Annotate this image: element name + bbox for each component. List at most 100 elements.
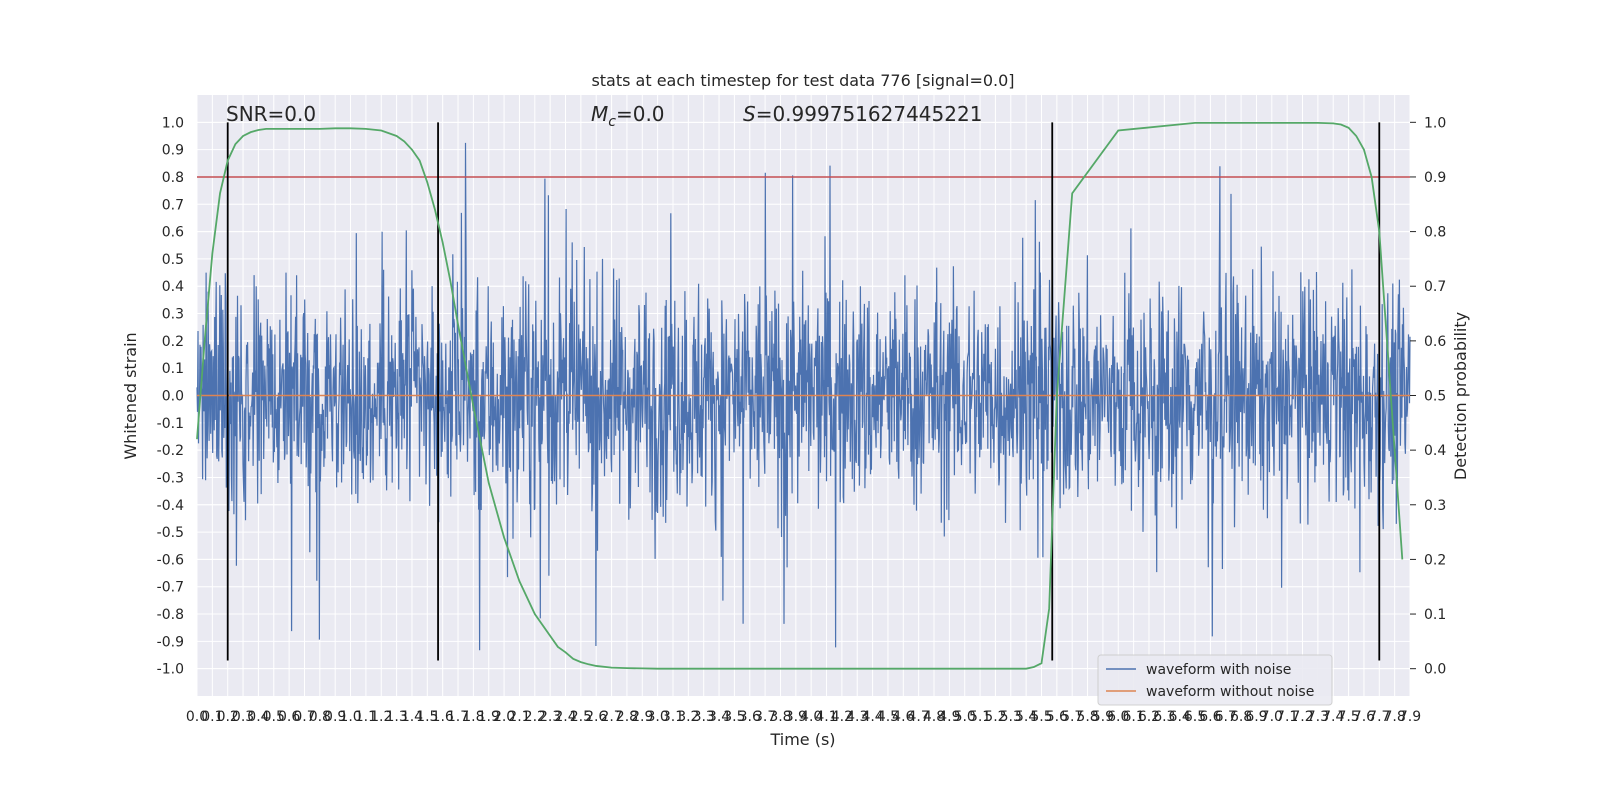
x-tick-label: 3.4: [708, 709, 730, 725]
boundary-markers: [226, 122, 1381, 661]
x-tick-label: 1.6: [432, 709, 454, 725]
x-tick-label: 3.3: [693, 709, 715, 725]
x-tick-label: 6.9: [1245, 709, 1267, 725]
x-tick-label: 0.1: [201, 709, 223, 725]
x-tick-label: 5.1: [969, 709, 991, 725]
y2-tick-label: 0.6: [1424, 334, 1446, 350]
x-tick-label: 3.0: [647, 709, 669, 725]
y-tick-label: -0.3: [157, 470, 184, 486]
x-tick-label: 5.9: [1092, 709, 1114, 725]
x-tick-label: 7.0: [1261, 709, 1283, 725]
y2-tick-label: 0.2: [1424, 552, 1446, 568]
x-tick-label: 3.9: [785, 709, 807, 725]
y-tick-label: 0.2: [162, 334, 184, 350]
x-tick-label: 0.3: [232, 709, 254, 725]
x-tick-label: 1.0: [339, 709, 361, 725]
x-tick-label: 2.6: [585, 709, 607, 725]
x-tick-label: 6.0: [1107, 709, 1129, 725]
x-tick-label: 4.1: [815, 709, 837, 725]
y-axis-ticks: -1.0 -0.9 -0.8 -0.7 -0.6 -0.5 -0.4 -0.3 -0.2 -0.1…: [157, 115, 184, 677]
x-tick-label: 5.5: [1030, 709, 1052, 725]
x-tick-label: 3.8: [769, 709, 791, 725]
x-tick-label: 5.6: [1046, 709, 1068, 725]
x-tick-label: 7.5: [1337, 709, 1359, 725]
y-tick-label: 0.8: [162, 170, 184, 186]
s-annotation: S=0.999751627445221: [743, 102, 982, 126]
x-tick-label: 5.3: [1000, 709, 1022, 725]
x-tick-label: 6.1: [1122, 709, 1144, 725]
waveform-with-noise-series: [196, 142, 1411, 651]
y-tick-label: 0.9: [162, 143, 184, 159]
y-tick-label: -0.8: [157, 607, 184, 623]
y2-tick-label: 0.9: [1424, 170, 1446, 186]
y-tick-label: 0.1: [162, 361, 184, 377]
noise-trace: [196, 142, 1411, 651]
y2-tick-label: 0.4: [1424, 443, 1446, 459]
x-tick-label: 3.7: [754, 709, 776, 725]
x-tick-label: 2.9: [631, 709, 653, 725]
x-tick-label: 0.6: [278, 709, 300, 725]
snr-annotation: SNR=0.0: [226, 102, 316, 126]
legend-label-clean: waveform without noise: [1146, 684, 1314, 700]
x-tick-label: 2.2: [524, 709, 546, 725]
y2-tick-label: 0.0: [1424, 662, 1446, 678]
y-tick-label: -0.7: [157, 580, 184, 596]
x-tick-label: 4.0: [800, 709, 822, 725]
x-tick-label: 7.6: [1353, 709, 1375, 725]
x-tick-label: 1.3: [385, 709, 407, 725]
y-axis-label: Whitened strain: [121, 332, 140, 459]
y2-axis-ticks: 0.0 0.1 0.2 0.3 0.4 0.5 0.6 0.7 0.8 0.9 1.0: [1410, 115, 1446, 678]
y2-tick-label: 0.1: [1424, 607, 1446, 623]
s-symbol: S: [743, 102, 756, 126]
x-tick-label: 3.1: [662, 709, 684, 725]
x-tick-label: 7.8: [1384, 709, 1406, 725]
x-tick-label: 5.4: [1015, 709, 1037, 725]
x-tick-label: 0.5: [263, 709, 285, 725]
x-tick-label: 0.8: [309, 709, 331, 725]
y-tick-label: -0.6: [157, 552, 184, 568]
y-tick-label: -0.4: [157, 498, 184, 514]
x-tick-label: 5.0: [954, 709, 976, 725]
x-tick-label: 4.6: [892, 709, 914, 725]
x-tick-label: 2.4: [554, 709, 576, 725]
x-tick-label: 4.9: [938, 709, 960, 725]
legend-label-noise: waveform with noise: [1146, 662, 1291, 678]
x-tick-label: 2.1: [508, 709, 530, 725]
x-tick-label: 6.6: [1199, 709, 1221, 725]
x-tick-label: 1.5: [416, 709, 438, 725]
x-tick-label: 4.3: [846, 709, 868, 725]
s-value: =0.999751627445221: [756, 102, 983, 126]
y-tick-label: -0.2: [157, 443, 184, 459]
x-tick-label: 6.7: [1215, 709, 1237, 725]
x-tick-label: 6.3: [1153, 709, 1175, 725]
y2-tick-label: 0.5: [1424, 389, 1446, 405]
x-tick-label: 1.4: [401, 709, 423, 725]
y-tick-label: -0.9: [157, 634, 184, 650]
y-tick-label: 0.4: [162, 279, 184, 295]
x-tick-label: 0.4: [247, 709, 269, 725]
y2-tick-label: 1.0: [1424, 115, 1446, 131]
mc-value: =0.0: [616, 102, 665, 126]
y-tick-label: 1.0: [162, 115, 184, 131]
y-tick-label: 0.3: [162, 307, 184, 323]
y-tick-label: -1.0: [157, 662, 184, 678]
probability-trace: [196, 121, 1404, 670]
y2-tick-label: 0.8: [1424, 225, 1446, 241]
x-tick-label: 7.3: [1307, 709, 1329, 725]
legend-box: [1097, 654, 1333, 706]
x-tick-label: 2.0: [493, 709, 515, 725]
x-tick-label: 6.8: [1230, 709, 1252, 725]
x-tick-label: 3.2: [677, 709, 699, 725]
y-tick-label: -0.1: [157, 416, 184, 432]
x-tick-label: 4.2: [831, 709, 853, 725]
x-tick-label: 0.7: [293, 709, 315, 725]
x-tick-label: 1.1: [355, 709, 377, 725]
y2-axis-label: Detection probability: [1451, 312, 1470, 480]
x-axis-label: Time (s): [769, 730, 835, 749]
chirp-mass-annotation: Mc=0.0: [591, 102, 665, 130]
x-tick-label: 4.7: [908, 709, 930, 725]
x-tick-label: 1.7: [447, 709, 469, 725]
x-tick-label: 5.8: [1076, 709, 1098, 725]
